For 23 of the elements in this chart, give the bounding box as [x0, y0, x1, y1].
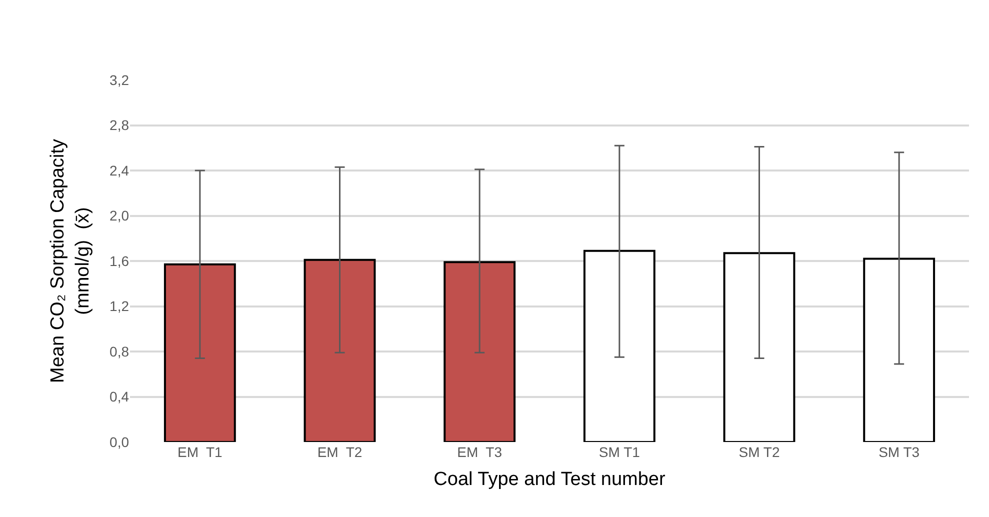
bar	[863, 258, 936, 442]
bar	[304, 258, 376, 442]
x-tick-label: EM T3	[457, 444, 502, 460]
bar	[723, 252, 796, 442]
y-tick-label: 2,0	[110, 208, 130, 224]
y-tick-label: 2,8	[110, 117, 130, 134]
y-tick-label: 1,2	[110, 298, 130, 314]
y-tick-label: 0,0	[110, 434, 130, 450]
y-tick-label: 2,4	[110, 162, 130, 178]
y-axis-title: Mean CO₂ Sorption Capacity (mmol/g) (x̄)	[48, 138, 94, 383]
bar	[164, 263, 236, 442]
y-tick-label: 0,8	[110, 343, 130, 360]
x-axis-title: Coal Type and Test number	[434, 468, 666, 490]
x-tick-label: EM T1	[177, 444, 223, 460]
y-tick-label: 0,4	[110, 388, 130, 405]
bar	[583, 250, 656, 442]
x-tick-label: SM T3	[878, 444, 920, 460]
x-tick-label: SM T2	[738, 444, 780, 460]
y-tick-label: 3,2	[110, 72, 130, 88]
bar	[444, 261, 516, 442]
x-tick-label: EM T2	[317, 444, 362, 460]
x-tick-label: SM T1	[598, 444, 640, 460]
y-tick-label: 1,6	[110, 252, 130, 269]
